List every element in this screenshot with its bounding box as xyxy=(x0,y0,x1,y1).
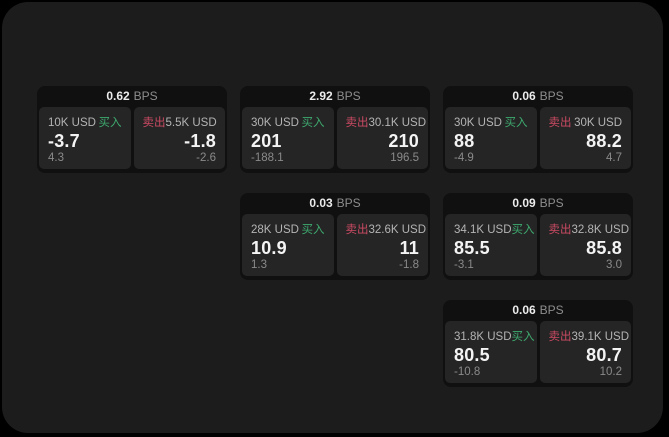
sell-change: 196.5 xyxy=(390,151,419,164)
buy-change: -188.1 xyxy=(251,151,284,164)
buy-panel[interactable]: 34.1K USD 买入 85.5 -3.1 xyxy=(445,214,537,276)
buy-side-label: 买入 xyxy=(504,117,528,129)
bps-unit-label: BPS xyxy=(336,89,361,103)
sell-panel[interactable]: 卖出 32.8K USD 85.8 3.0 xyxy=(539,214,631,276)
buy-side-label: 买入 xyxy=(511,331,535,343)
sell-side-label: 卖出 xyxy=(345,117,369,129)
buy-panel[interactable]: 30K USD 买入 201 -188.1 xyxy=(242,107,334,169)
buy-price: 85.5 xyxy=(454,238,490,258)
sell-side-label: 卖出 xyxy=(345,224,369,236)
buy-amount: 30K USD xyxy=(454,117,502,129)
bps-header: 0.62 BPS xyxy=(37,86,227,107)
quote-card-1: 0.62 BPS 10K USD 买入 -3.7 4.3 卖出 5.5K USD… xyxy=(37,86,227,173)
quote-panels: 28K USD 买入 10.9 1.3 卖出 32.6K USD 11 -1.8 xyxy=(240,214,430,278)
quote-card-3: 0.06 BPS 30K USD 买入 88 -4.9 卖出 30K USD 8… xyxy=(443,86,633,173)
bps-value: 0.06 xyxy=(512,89,536,103)
buy-price: 10.9 xyxy=(251,238,287,258)
buy-panel[interactable]: 10K USD 买入 -3.7 4.3 xyxy=(39,107,131,169)
buy-change: 4.3 xyxy=(48,151,64,164)
sell-price: 88.2 xyxy=(586,131,622,151)
buy-amount: 10K USD xyxy=(48,117,96,129)
buy-change: -10.8 xyxy=(454,365,481,378)
sell-side-label: 卖出 xyxy=(548,331,572,343)
sell-panel[interactable]: 卖出 30K USD 88.2 4.7 xyxy=(539,107,631,169)
buy-amount: 30K USD xyxy=(251,117,299,129)
sell-amount: 5.5K USD xyxy=(165,117,217,129)
buy-change: 1.3 xyxy=(251,258,267,271)
bps-header: 0.03 BPS xyxy=(240,193,430,214)
quote-panels: 10K USD 买入 -3.7 4.3 卖出 5.5K USD -1.8 -2.… xyxy=(37,107,227,171)
sell-panel[interactable]: 卖出 39.1K USD 80.7 10.2 xyxy=(539,321,631,383)
bps-header: 0.06 BPS xyxy=(443,300,633,321)
sell-change: -1.8 xyxy=(399,258,419,271)
quote-panels: 34.1K USD 买入 85.5 -3.1 卖出 32.8K USD 85.8… xyxy=(443,214,633,278)
sell-change: 3.0 xyxy=(606,258,622,271)
bps-value: 2.92 xyxy=(309,89,333,103)
bps-value: 0.06 xyxy=(512,303,536,317)
buy-side-label: 买入 xyxy=(98,117,122,129)
buy-side-label: 买入 xyxy=(301,224,325,236)
buy-price: -3.7 xyxy=(48,131,80,151)
sell-price: 85.8 xyxy=(586,238,622,258)
bps-header: 0.06 BPS xyxy=(443,86,633,107)
sell-change: 10.2 xyxy=(599,365,622,378)
buy-amount: 31.8K USD xyxy=(454,331,512,343)
buy-side-label: 买入 xyxy=(511,224,535,236)
buy-price: 201 xyxy=(251,131,282,151)
sell-price: 11 xyxy=(399,238,419,258)
buy-panel[interactable]: 31.8K USD 买入 80.5 -10.8 xyxy=(445,321,537,383)
buy-amount: 34.1K USD xyxy=(454,224,512,236)
bps-value: 0.09 xyxy=(512,196,536,210)
sell-side-label: 卖出 xyxy=(548,117,572,129)
bps-value: 0.03 xyxy=(309,196,333,210)
bps-header: 0.09 BPS xyxy=(443,193,633,214)
quote-card-4: 0.03 BPS 28K USD 买入 10.9 1.3 卖出 32.6K US… xyxy=(240,193,430,280)
sell-side-label: 卖出 xyxy=(142,117,166,129)
sell-price: 210 xyxy=(388,131,419,151)
sell-panel[interactable]: 卖出 32.6K USD 11 -1.8 xyxy=(336,214,428,276)
bps-unit-label: BPS xyxy=(133,89,158,103)
sell-change: 4.7 xyxy=(606,151,622,164)
sell-amount: 30K USD xyxy=(574,117,622,129)
sell-side-label: 卖出 xyxy=(548,224,572,236)
buy-panel[interactable]: 30K USD 买入 88 -4.9 xyxy=(445,107,537,169)
sell-panel[interactable]: 卖出 30.1K USD 210 196.5 xyxy=(336,107,428,169)
quote-panels: 31.8K USD 买入 80.5 -10.8 卖出 39.1K USD 80.… xyxy=(443,321,633,385)
sell-amount: 30.1K USD xyxy=(368,117,427,129)
buy-price: 88 xyxy=(454,131,475,151)
bps-unit-label: BPS xyxy=(539,196,564,210)
quote-card-6: 0.06 BPS 31.8K USD 买入 80.5 -10.8 卖出 39.1… xyxy=(443,300,633,387)
sell-price: -1.8 xyxy=(184,131,216,151)
quote-panels: 30K USD 买入 201 -188.1 卖出 30.1K USD 210 1… xyxy=(240,107,430,171)
bps-unit-label: BPS xyxy=(539,303,564,317)
sell-amount: 32.6K USD xyxy=(368,224,427,236)
sell-amount: 39.1K USD xyxy=(571,331,630,343)
buy-price: 80.5 xyxy=(454,345,490,365)
buy-amount: 28K USD xyxy=(251,224,299,236)
sell-panel[interactable]: 卖出 5.5K USD -1.8 -2.6 xyxy=(133,107,225,169)
buy-change: -4.9 xyxy=(454,151,474,164)
sell-change: -2.6 xyxy=(196,151,216,164)
sell-amount: 32.8K USD xyxy=(571,224,630,236)
quote-card-5: 0.09 BPS 34.1K USD 买入 85.5 -3.1 卖出 32.8K… xyxy=(443,193,633,280)
buy-side-label: 买入 xyxy=(301,117,325,129)
bps-unit-label: BPS xyxy=(336,196,361,210)
quote-panels: 30K USD 买入 88 -4.9 卖出 30K USD 88.2 4.7 xyxy=(443,107,633,171)
bps-header: 2.92 BPS xyxy=(240,86,430,107)
quote-card-2: 2.92 BPS 30K USD 买入 201 -188.1 卖出 30.1K … xyxy=(240,86,430,173)
bps-value: 0.62 xyxy=(106,89,130,103)
app-window: 0.62 BPS 10K USD 买入 -3.7 4.3 卖出 5.5K USD… xyxy=(2,2,663,433)
bps-unit-label: BPS xyxy=(539,89,564,103)
buy-panel[interactable]: 28K USD 买入 10.9 1.3 xyxy=(242,214,334,276)
sell-price: 80.7 xyxy=(586,345,622,365)
buy-change: -3.1 xyxy=(454,258,474,271)
